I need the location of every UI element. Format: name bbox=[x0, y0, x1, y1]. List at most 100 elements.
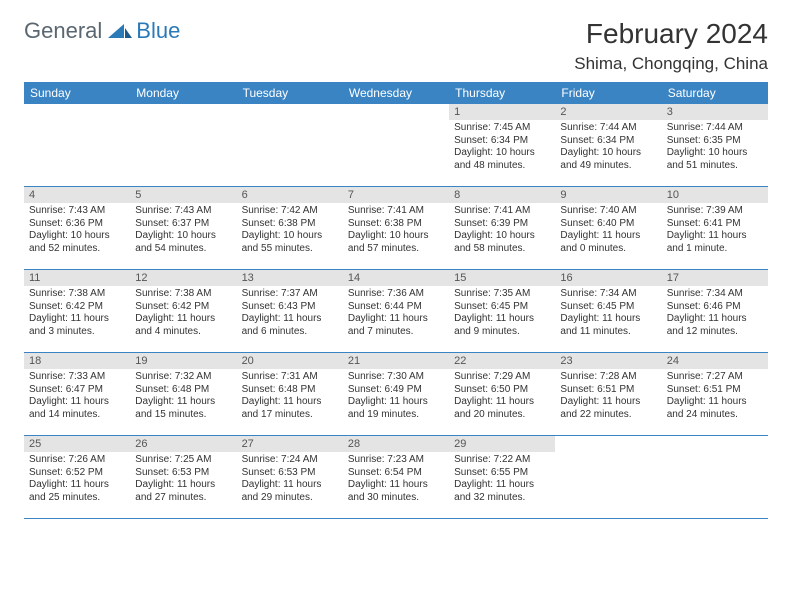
day-info-line: Sunrise: 7:29 AM bbox=[454, 371, 550, 384]
weekday-header-row: Sunday Monday Tuesday Wednesday Thursday… bbox=[24, 82, 768, 104]
day-info-line: Sunset: 6:39 PM bbox=[454, 218, 550, 231]
day-number-row: 23 bbox=[555, 353, 661, 369]
day-info-line: Daylight: 10 hours bbox=[667, 147, 763, 160]
day-info-line: Sunset: 6:51 PM bbox=[667, 384, 763, 397]
day-info-line: Daylight: 11 hours bbox=[348, 479, 444, 492]
weekday-header: Sunday bbox=[24, 82, 130, 104]
day-number: 13 bbox=[242, 272, 338, 284]
weekday-header: Friday bbox=[555, 82, 661, 104]
day-number-row: 21 bbox=[343, 353, 449, 369]
day-cell: 6Sunrise: 7:42 AMSunset: 6:38 PMDaylight… bbox=[237, 187, 343, 269]
day-info-line: Daylight: 11 hours bbox=[242, 479, 338, 492]
day-info-line: and 57 minutes. bbox=[348, 243, 444, 256]
day-info-line: Daylight: 11 hours bbox=[454, 313, 550, 326]
day-info-line: and 14 minutes. bbox=[29, 409, 125, 422]
day-info-line: Sunrise: 7:31 AM bbox=[242, 371, 338, 384]
day-info-line: Sunrise: 7:38 AM bbox=[29, 288, 125, 301]
day-number: 18 bbox=[29, 355, 125, 367]
day-cell: 26Sunrise: 7:25 AMSunset: 6:53 PMDayligh… bbox=[130, 436, 236, 518]
day-number-row: 17 bbox=[662, 270, 768, 286]
day-info-line: Sunrise: 7:22 AM bbox=[454, 454, 550, 467]
day-cell: 3Sunrise: 7:44 AMSunset: 6:35 PMDaylight… bbox=[662, 104, 768, 186]
day-info-line: Sunrise: 7:33 AM bbox=[29, 371, 125, 384]
day-cell: 11Sunrise: 7:38 AMSunset: 6:42 PMDayligh… bbox=[24, 270, 130, 352]
day-cell: 5Sunrise: 7:43 AMSunset: 6:37 PMDaylight… bbox=[130, 187, 236, 269]
day-info-line: Sunset: 6:37 PM bbox=[135, 218, 231, 231]
day-info-line: Daylight: 11 hours bbox=[667, 313, 763, 326]
day-info-line: Sunset: 6:49 PM bbox=[348, 384, 444, 397]
day-cell: 24Sunrise: 7:27 AMSunset: 6:51 PMDayligh… bbox=[662, 353, 768, 435]
day-number-row: 28 bbox=[343, 436, 449, 452]
logo-sail-icon bbox=[106, 22, 134, 40]
day-number: 11 bbox=[29, 272, 125, 284]
day-info-line: Sunset: 6:41 PM bbox=[667, 218, 763, 231]
day-info-line: Daylight: 11 hours bbox=[348, 396, 444, 409]
day-info-line: and 0 minutes. bbox=[560, 243, 656, 256]
day-cell: 15Sunrise: 7:35 AMSunset: 6:45 PMDayligh… bbox=[449, 270, 555, 352]
day-info-line: Sunrise: 7:27 AM bbox=[667, 371, 763, 384]
day-info-line: Sunset: 6:38 PM bbox=[242, 218, 338, 231]
day-number-row: 29 bbox=[449, 436, 555, 452]
weeks-container: 1 Sunrise: 7:45 AM Sunset: 6:34 PM Daylight… bbox=[24, 104, 768, 519]
title-block: February 2024 Shima, Chongqing, China bbox=[574, 18, 768, 74]
day-cell: 18Sunrise: 7:33 AMSunset: 6:47 PMDayligh… bbox=[24, 353, 130, 435]
day-number-row: 1 bbox=[449, 104, 555, 120]
day-info-line: Sunset: 6:51 PM bbox=[560, 384, 656, 397]
day-number-row: 25 bbox=[24, 436, 130, 452]
day-info-line: and 29 minutes. bbox=[242, 492, 338, 505]
day-info-line: and 27 minutes. bbox=[135, 492, 231, 505]
day-info-line: Sunrise: 7:34 AM bbox=[560, 288, 656, 301]
calendar: Sunday Monday Tuesday Wednesday Thursday… bbox=[0, 82, 792, 519]
day-info-line: Sunset: 6:36 PM bbox=[29, 218, 125, 231]
day-info-line: and 15 minutes. bbox=[135, 409, 231, 422]
day-info-line: Sunrise: 7:43 AM bbox=[135, 205, 231, 218]
day-info-line: Daylight: 11 hours bbox=[135, 479, 231, 492]
day-info-line: Sunset: 6:42 PM bbox=[29, 301, 125, 314]
day-info-line: Daylight: 11 hours bbox=[560, 313, 656, 326]
day-info-line: Sunrise: 7:41 AM bbox=[348, 205, 444, 218]
day-number-row: 12 bbox=[130, 270, 236, 286]
day-info-line: Daylight: 10 hours bbox=[29, 230, 125, 243]
weekday-header: Saturday bbox=[662, 82, 768, 104]
day-number: 19 bbox=[135, 355, 231, 367]
day-info-line: and 32 minutes. bbox=[454, 492, 550, 505]
day-number: 16 bbox=[560, 272, 656, 284]
day-number: 1 bbox=[454, 106, 550, 118]
day-info-line: Sunrise: 7:45 AM bbox=[454, 122, 550, 135]
day-info-line: Sunset: 6:35 PM bbox=[667, 135, 763, 148]
day-info-line: and 19 minutes. bbox=[348, 409, 444, 422]
day-info-line: and 3 minutes. bbox=[29, 326, 125, 339]
day-info-line: Sunset: 6:45 PM bbox=[560, 301, 656, 314]
day-info-line: and 1 minute. bbox=[667, 243, 763, 256]
day-info-line: Daylight: 11 hours bbox=[135, 313, 231, 326]
week-row: 4Sunrise: 7:43 AMSunset: 6:36 PMDaylight… bbox=[24, 187, 768, 270]
day-cell: 8Sunrise: 7:41 AMSunset: 6:39 PMDaylight… bbox=[449, 187, 555, 269]
day-cell: 20Sunrise: 7:31 AMSunset: 6:48 PMDayligh… bbox=[237, 353, 343, 435]
day-number: 29 bbox=[454, 438, 550, 450]
week-row: 18Sunrise: 7:33 AMSunset: 6:47 PMDayligh… bbox=[24, 353, 768, 436]
day-info-line: Sunset: 6:42 PM bbox=[135, 301, 231, 314]
day-number-row: 8 bbox=[449, 187, 555, 203]
day-number: 8 bbox=[454, 189, 550, 201]
day-info-line: Sunrise: 7:43 AM bbox=[29, 205, 125, 218]
day-info-line: and 7 minutes. bbox=[348, 326, 444, 339]
day-info-line: Sunrise: 7:40 AM bbox=[560, 205, 656, 218]
day-info-line: and 12 minutes. bbox=[667, 326, 763, 339]
day-cell: 21Sunrise: 7:30 AMSunset: 6:49 PMDayligh… bbox=[343, 353, 449, 435]
day-number: 27 bbox=[242, 438, 338, 450]
day-number-row: 19 bbox=[130, 353, 236, 369]
day-cell: 17Sunrise: 7:34 AMSunset: 6:46 PMDayligh… bbox=[662, 270, 768, 352]
month-title: February 2024 bbox=[574, 18, 768, 50]
empty-cell bbox=[130, 104, 236, 186]
day-number-row: 16 bbox=[555, 270, 661, 286]
day-info-line: Daylight: 11 hours bbox=[29, 479, 125, 492]
day-info-line: Sunset: 6:34 PM bbox=[560, 135, 656, 148]
day-number: 22 bbox=[454, 355, 550, 367]
day-info-line: Sunrise: 7:36 AM bbox=[348, 288, 444, 301]
day-cell: 29Sunrise: 7:22 AMSunset: 6:55 PMDayligh… bbox=[449, 436, 555, 518]
day-number: 6 bbox=[242, 189, 338, 201]
day-cell: 19Sunrise: 7:32 AMSunset: 6:48 PMDayligh… bbox=[130, 353, 236, 435]
day-number: 24 bbox=[667, 355, 763, 367]
day-number: 10 bbox=[667, 189, 763, 201]
day-info-line: and 20 minutes. bbox=[454, 409, 550, 422]
